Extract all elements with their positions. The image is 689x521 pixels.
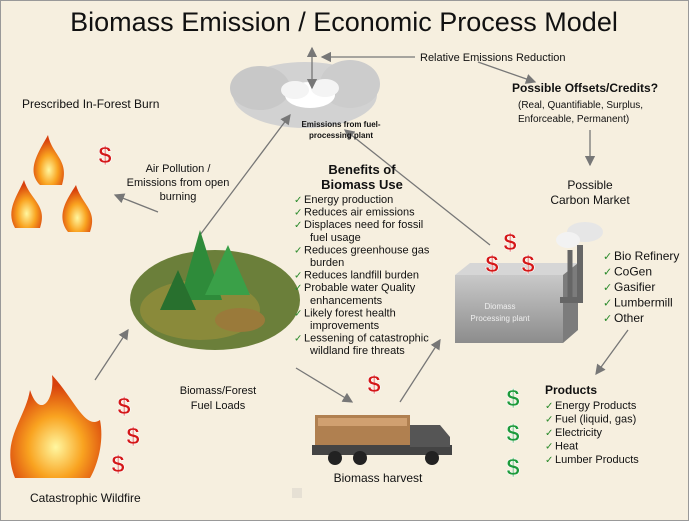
check-mark: ✓ [603,267,612,279]
plant-emissions: Emissions from fuel- [301,120,380,129]
dollar-icon: $ [521,251,535,278]
processing-option: Gasifier [614,280,655,294]
air-pollution: Air Pollution / [146,163,212,175]
wildfire: Catastrophic Wildfire [30,491,141,505]
check-mark: ✓ [294,195,302,206]
prescribed-burn: Prescribed In-Forest Burn [22,97,159,111]
relative-emissions: Relative Emissions Reduction [420,52,566,64]
dollar-icon: $ [367,371,381,398]
benefit-item: Probable water Quality [304,282,416,294]
benefit-item: Reduces air emissions [304,207,415,219]
products-heading: Products [545,383,597,397]
check-mark: ✓ [294,220,302,231]
carbon-market: Possible [567,178,613,192]
dollar-icon: $ [98,142,112,169]
benefit-item: Energy production [304,194,393,206]
dollar-icon: $ [506,454,520,481]
title: Biomass Emission / Economic Process Mode… [70,7,618,37]
check-mark: ✓ [545,401,553,412]
benefit-item: Reduces greenhouse gas [304,244,430,256]
benefit-item: Likely forest health [304,307,396,319]
artifact [292,488,302,498]
benefit-item: fuel usage [310,232,361,244]
check-mark: ✓ [294,208,302,219]
check-mark: ✓ [545,455,553,466]
check-mark: ✓ [294,271,302,282]
check-mark: ✓ [603,313,612,325]
offsets-line: (Real, Quantifiable, Surplus, [518,100,643,111]
fuel-loads: Fuel Loads [191,400,246,412]
page: Biomass Emission / Economic Process Mode… [0,0,689,521]
dollar-icon: $ [503,229,517,256]
check-mark: ✓ [545,442,553,453]
check-mark: ✓ [603,282,612,294]
check-mark: ✓ [545,415,553,426]
benefits-heading: Benefits of [328,162,396,177]
product-item: Heat [555,441,578,453]
processing-option: Bio Refinery [614,249,679,263]
benefit-item: burden [310,257,344,269]
fuel-loads: Biomass/Forest [180,385,256,397]
check-mark: ✓ [603,251,612,263]
processing-option: Other [614,311,644,325]
carbon-market: Carbon Market [550,193,630,207]
product-item: Electricity [555,427,603,439]
benefit-item: Reduces landfill burden [304,270,419,282]
dollar-icon: $ [485,251,499,278]
benefit-item: enhancements [310,295,383,307]
product-item: Energy Products [555,400,637,412]
dollar-icon: $ [111,451,125,478]
plant-label: Diomass [484,302,515,311]
dollar-icon: $ [117,393,131,420]
benefit-item: improvements [310,320,380,332]
benefit-item: Displaces need for fossil [304,219,423,231]
offsets-heading: Possible Offsets/Credits? [512,81,658,95]
processing-option: CoGen [614,265,652,279]
check-mark: ✓ [294,245,302,256]
check-mark: ✓ [603,298,612,310]
benefits-heading: Biomass Use [321,177,403,192]
benefit-item: Lessening of catastrophic [304,333,429,345]
plant-label: Processing plant [470,314,530,323]
check-mark: ✓ [294,334,302,345]
plant-emissions: processing plant [309,131,373,140]
benefit-item: wildland fire threats [309,345,405,357]
check-mark: ✓ [294,308,302,319]
dollar-icon: $ [126,423,140,450]
product-item: Fuel (liquid, gas) [555,414,636,426]
air-pollution: burning [160,191,197,203]
offsets-line: Enforceable, Permanent) [518,114,629,125]
check-mark: ✓ [294,283,302,294]
product-item: Lumber Products [555,454,639,466]
diagram: Biomass Emission / Economic Process Mode… [0,0,689,521]
dollar-icon: $ [506,420,520,447]
processing-option: Lumbermill [614,296,673,310]
air-pollution: Emissions from open [127,177,230,189]
harvest: Biomass harvest [334,471,423,485]
dollar-icon: $ [506,385,520,412]
check-mark: ✓ [545,428,553,439]
